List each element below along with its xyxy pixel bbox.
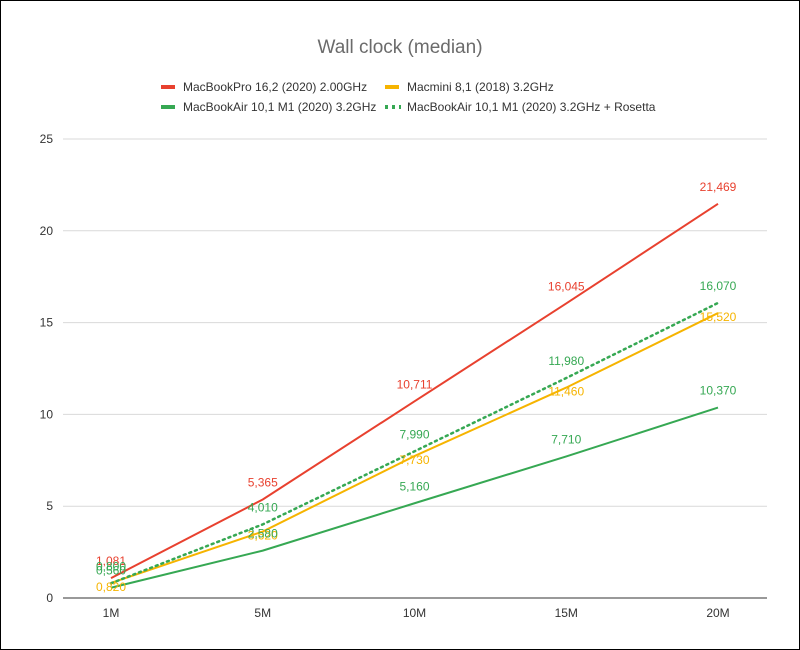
y-tick-label: 15 [40, 316, 54, 330]
y-tick-label: 10 [40, 407, 54, 421]
y-tick-label: 25 [40, 132, 54, 146]
legend-label: MacBookPro 16,2 (2020) 2.00GHz [183, 80, 367, 94]
legend-label: MacBookAir 10,1 M1 (2020) 3.2GHz [183, 100, 376, 114]
data-label: 11,980 [548, 354, 584, 368]
legend-label: MacBookAir 10,1 M1 (2020) 3.2GHz + Roset… [407, 100, 656, 114]
series-line [109, 301, 720, 585]
data-label: 7,710 [551, 432, 581, 446]
x-tick-label: 1M [103, 606, 120, 620]
data-label: 11,460 [548, 385, 584, 399]
data-label: 0,820 [96, 580, 126, 594]
data-label: 16,045 [548, 279, 585, 293]
x-tick-label: 20M [706, 606, 729, 620]
legend-label: Macmini 8,1 (2018) 3.2GHz [407, 80, 554, 94]
data-label: 10,711 [397, 377, 433, 391]
series-line [110, 202, 719, 580]
data-label: 15,520 [700, 310, 737, 324]
x-tick-label: 15M [555, 606, 578, 620]
data-label: 5,365 [248, 475, 278, 489]
chart-title: Wall clock (median) [317, 37, 482, 58]
data-label: 10,370 [700, 384, 737, 398]
data-label: 7,730 [399, 453, 429, 467]
data-label: 7,990 [399, 427, 429, 441]
data-label: 3,620 [248, 529, 278, 543]
y-tick-label: 20 [40, 224, 54, 238]
data-label: 1,081 [96, 554, 126, 568]
y-axis: 0 5 10 15 20 25 [40, 132, 54, 605]
data-label: 16,070 [700, 279, 737, 293]
series-lines [109, 202, 720, 589]
gridlines [63, 138, 767, 599]
x-axis: 1M 5M 10M 15M 20M [103, 606, 730, 620]
x-tick-label: 10M [403, 606, 426, 620]
data-labels: 1,081 5,365 10,711 16,045 21,469 0,820 3,620 7,… [96, 180, 737, 594]
x-tick-label: 5M [254, 606, 271, 620]
y-tick-label: 0 [46, 591, 53, 605]
data-label: 5,160 [399, 479, 429, 493]
y-tick-label: 5 [46, 499, 53, 513]
data-label: 21,469 [700, 180, 737, 194]
data-label: 0,800 [96, 559, 126, 573]
series-line [110, 406, 719, 589]
data-label: 0,560 [96, 564, 126, 578]
data-label: 2,580 [248, 527, 278, 541]
series-line [110, 312, 719, 584]
data-label: 4,010 [248, 500, 278, 514]
legend: MacBookPro 16,2 (2020) 2.00GHz Macmini 8,… [161, 80, 656, 114]
